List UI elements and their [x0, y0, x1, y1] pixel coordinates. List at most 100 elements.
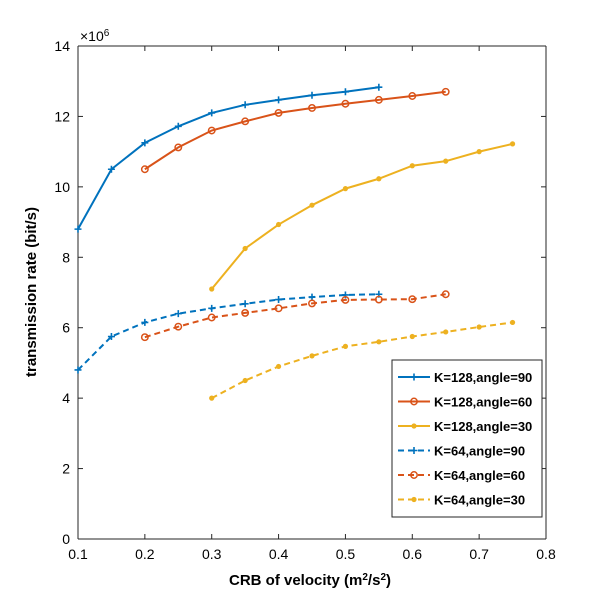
- data-point: [408, 295, 417, 304]
- y-axis-title: transmission rate (bit/s): [23, 207, 40, 377]
- y-tick-label: 6: [62, 320, 70, 336]
- x-axis-title: CRB of velocity (m2/s2): [229, 572, 391, 590]
- data-point: [476, 324, 482, 330]
- data-point: [207, 126, 216, 135]
- data-point: [208, 109, 216, 117]
- legend-label: K=64,angle=60: [434, 468, 525, 483]
- data-point: [209, 395, 215, 401]
- legend-box: [391, 359, 543, 518]
- x-tick-label: 0.4: [269, 546, 289, 562]
- data-point: [375, 83, 383, 91]
- x-tick-label: 0.6: [403, 546, 423, 562]
- y-tick-label: 2: [62, 461, 70, 477]
- legend-entry: K=64,angle=30: [398, 493, 525, 508]
- data-point: [274, 304, 283, 313]
- data-point: [241, 300, 249, 308]
- data-point: [376, 176, 382, 182]
- y-tick-label: 14: [54, 38, 70, 54]
- legend-entry: K=64,angle=90: [398, 444, 525, 459]
- data-point: [241, 117, 250, 126]
- data-point: [107, 333, 115, 341]
- data-point: [441, 290, 450, 299]
- legend-marker: [411, 423, 417, 429]
- series-k-64-angle-90: [74, 290, 383, 374]
- data-point: [242, 245, 248, 252]
- data-point: [476, 149, 482, 155]
- data-point: [374, 295, 383, 304]
- series-line: [77, 293, 379, 371]
- series-k-128-angle-90: [74, 83, 383, 233]
- x-tick-label: 0.3: [202, 546, 222, 562]
- legend-entry: K=128,angle=60: [398, 395, 532, 410]
- data-point: [207, 313, 216, 322]
- legend-label: K=128,angle=90: [434, 370, 532, 385]
- data-point: [275, 96, 283, 104]
- data-point: [509, 319, 516, 326]
- legend-marker: [410, 373, 418, 381]
- data-point: [308, 293, 316, 301]
- data-point: [409, 163, 415, 169]
- x-tick-label: 0.5: [336, 546, 356, 562]
- data-point: [309, 202, 315, 208]
- legend-marker: [411, 496, 417, 503]
- data-point: [308, 104, 316, 112]
- legend-label: K=128,angle=30: [434, 419, 532, 434]
- data-point: [342, 186, 349, 192]
- series-line: [144, 90, 446, 171]
- series-k-64-angle-30: [209, 319, 516, 401]
- data-point: [141, 139, 149, 147]
- data-point: [74, 366, 82, 374]
- data-point: [275, 221, 282, 228]
- series-k-128-angle-30: [209, 141, 516, 292]
- legend-entry: K=128,angle=90: [398, 370, 532, 385]
- data-point: [174, 122, 182, 130]
- data-point: [308, 299, 316, 308]
- y-tick-label: 12: [54, 108, 70, 124]
- y-axis-multiplier: ×106: [80, 28, 110, 45]
- data-point: [341, 88, 349, 96]
- data-point: [140, 165, 149, 174]
- x-tick-label: 0.1: [68, 546, 88, 562]
- series-line: [211, 321, 513, 400]
- legend-marker: [410, 471, 418, 479]
- data-point: [174, 322, 183, 331]
- data-point: [208, 304, 216, 312]
- data-point: [141, 318, 149, 326]
- axes: 0.1 0.2 0.3 0.4 0.5 0.6 0.7 0.8 0 2 4 6 8 10 12 14: [54, 38, 556, 562]
- data-point: [140, 333, 149, 342]
- data-point: [275, 296, 283, 304]
- data-point: [409, 333, 415, 340]
- x-tick-label: 0.8: [536, 546, 556, 562]
- series-k-64-angle-60: [140, 290, 450, 342]
- data-point: [443, 329, 449, 335]
- data-point: [341, 295, 350, 304]
- data-point: [107, 165, 115, 173]
- x-tick-label: 0.7: [469, 546, 489, 562]
- data-point: [408, 92, 417, 100]
- data-point: [443, 158, 449, 164]
- y-tick-label: 10: [54, 179, 70, 195]
- y-tick-label: 0: [62, 531, 70, 547]
- data-point: [209, 286, 215, 292]
- data-point: [241, 308, 250, 317]
- series-k-128-angle-60: [140, 87, 450, 174]
- data-point: [376, 339, 382, 345]
- series-group: [74, 83, 516, 401]
- data-point: [174, 310, 182, 318]
- legend-entry: K=64,angle=60: [398, 468, 525, 483]
- data-point: [309, 353, 315, 359]
- data-point: [174, 143, 183, 152]
- series-line: [210, 142, 513, 290]
- data-point: [274, 108, 283, 117]
- data-point: [509, 141, 516, 147]
- legend-label: K=64,angle=30: [434, 493, 525, 508]
- x-tick-label: 0.2: [135, 546, 155, 562]
- legend-entry: K=128,angle=30: [398, 419, 532, 434]
- data-point: [341, 99, 350, 108]
- data-point: [241, 101, 249, 109]
- series-line: [144, 293, 446, 339]
- y-tick-label: 8: [62, 249, 70, 265]
- legend-label: K=128,angle=60: [434, 395, 532, 410]
- legend-marker: [410, 397, 418, 406]
